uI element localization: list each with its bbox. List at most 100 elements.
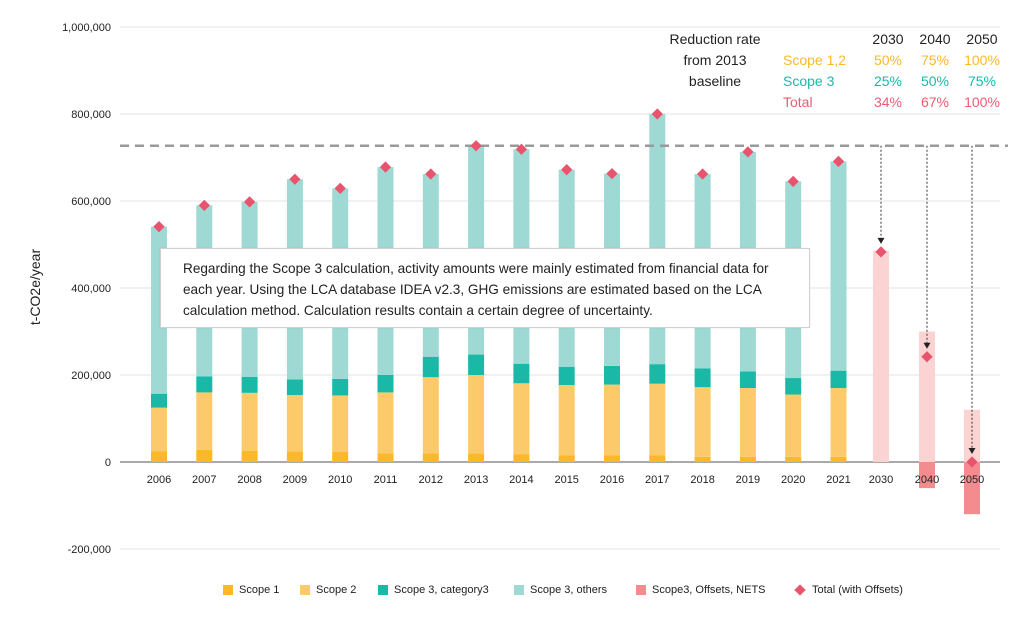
bar-segment xyxy=(151,407,167,452)
total-marker xyxy=(606,167,618,180)
bar-segment xyxy=(332,451,349,462)
legend-item-scope3-cat3: Scope 3, category3 xyxy=(378,584,489,596)
bar-segment xyxy=(241,376,258,393)
legend-item-total: Total (with Offsets) xyxy=(794,584,903,596)
legend-item-scope1: Scope 1 xyxy=(223,584,279,596)
bar-segment xyxy=(332,378,349,396)
y-tick-label: -200,000 xyxy=(68,544,111,556)
bar-segment xyxy=(286,379,303,396)
x-tick-label: 2020 xyxy=(781,474,805,486)
bar-segment xyxy=(196,392,213,450)
target-arrow-head xyxy=(923,342,931,349)
bar-segment xyxy=(151,451,167,462)
bar-segment xyxy=(785,394,802,457)
bar-segment xyxy=(558,385,575,456)
x-tick-label: 2021 xyxy=(826,474,850,486)
reduction-table-value: 50% xyxy=(874,52,902,68)
bar-segment xyxy=(377,392,394,454)
total-marker xyxy=(153,221,165,233)
total-marker xyxy=(470,140,482,152)
bar-segment xyxy=(604,455,620,462)
reduction-table-value: 75% xyxy=(968,73,996,89)
legend: Scope 1 Scope 2 Scope 3, category3 Scope… xyxy=(0,584,1024,600)
x-tick-label: 2011 xyxy=(374,474,398,486)
reduction-table-value: 100% xyxy=(964,94,1000,110)
y-tick-label: 0 xyxy=(105,457,111,469)
legend-swatch-scope2 xyxy=(300,585,310,595)
legend-label-total: Total (with Offsets) xyxy=(812,584,903,596)
bar-segment xyxy=(558,455,575,462)
bar-segment xyxy=(241,392,258,451)
bar-segment xyxy=(830,370,847,389)
bar-segment xyxy=(286,451,303,462)
reduction-table-value: 100% xyxy=(964,52,1000,68)
bar-segment xyxy=(604,365,620,385)
x-tick-label: 2017 xyxy=(645,474,669,486)
legend-swatch-scope3-cat3 xyxy=(378,585,388,595)
reduction-table-year: 2030 xyxy=(872,31,903,47)
legend-swatch-offsets xyxy=(636,585,646,595)
legend-swatch-scope3-others xyxy=(514,585,524,595)
y-tick-label: 400,000 xyxy=(71,283,111,295)
x-tick-label: 2007 xyxy=(192,474,216,486)
total-marker xyxy=(966,456,978,468)
legend-label-scope2: Scope 2 xyxy=(316,584,357,596)
legend-label-offsets: Scope3, Offsets, NETS xyxy=(652,584,766,596)
x-tick-label: 2050 xyxy=(960,474,984,486)
bar-segment xyxy=(785,378,802,395)
scope3-note-text: Regarding the Scope 3 calculation, activ… xyxy=(183,261,769,318)
y-tick-label: 1,000,000 xyxy=(62,22,111,34)
projection-bar xyxy=(873,251,889,462)
bar-segment xyxy=(422,356,439,378)
total-marker xyxy=(696,168,709,180)
reduction-table-title: Reduction rate xyxy=(669,31,760,47)
total-marker xyxy=(742,146,754,158)
projection-bar xyxy=(919,331,935,462)
bar-segment xyxy=(286,395,303,452)
y-tick-label: 600,000 xyxy=(71,196,111,208)
bar-segment xyxy=(739,388,756,457)
bar-segment xyxy=(332,395,349,452)
bar-segment xyxy=(649,364,666,384)
bar-segment xyxy=(422,377,439,454)
bar-segment xyxy=(468,453,485,462)
bar-segment xyxy=(513,383,530,455)
legend-label-scope3-cat3: Scope 3, category3 xyxy=(394,584,489,596)
bar-segment xyxy=(377,375,394,393)
bar-segment xyxy=(649,455,666,462)
total-marker xyxy=(515,143,528,155)
bar-segment xyxy=(151,393,167,408)
total-marker xyxy=(289,173,301,185)
reduction-table-title: from 2013 xyxy=(683,52,746,68)
total-marker xyxy=(425,168,437,180)
y-axis-label: t-CO2e/year xyxy=(27,249,43,326)
reduction-table-value: 34% xyxy=(874,94,902,110)
bar-segment xyxy=(830,388,847,457)
legend-swatch-total xyxy=(794,584,806,596)
bar-segment xyxy=(830,456,847,462)
bar-segment xyxy=(377,453,394,462)
reduction-table-row-label: Scope 3 xyxy=(783,73,835,89)
reduction-table-row-label: Scope 1,2 xyxy=(783,52,846,68)
target-arrow-head xyxy=(968,448,976,454)
x-tick-label: 2030 xyxy=(869,474,893,486)
x-tick-label: 2009 xyxy=(283,474,307,486)
bar-segment xyxy=(513,363,530,384)
bar-segment xyxy=(558,366,575,386)
bar-segment xyxy=(739,456,756,462)
x-tick-label: 2015 xyxy=(554,474,578,486)
bar-segment xyxy=(422,453,439,462)
x-tick-label: 2013 xyxy=(464,474,488,486)
reduction-table-title: baseline xyxy=(689,73,741,89)
total-marker xyxy=(561,164,573,176)
bar-segment xyxy=(694,387,711,457)
x-tick-label: 2008 xyxy=(237,474,261,486)
bar-segment xyxy=(241,450,258,462)
reduction-table-year: 2040 xyxy=(919,31,950,47)
total-marker xyxy=(243,196,256,208)
legend-label-scope3-others: Scope 3, others xyxy=(530,584,608,596)
bar-segment xyxy=(196,376,213,393)
bar-segment xyxy=(513,454,530,462)
reduction-table-year: 2050 xyxy=(966,31,997,47)
legend-item-scope2: Scope 2 xyxy=(300,584,356,596)
